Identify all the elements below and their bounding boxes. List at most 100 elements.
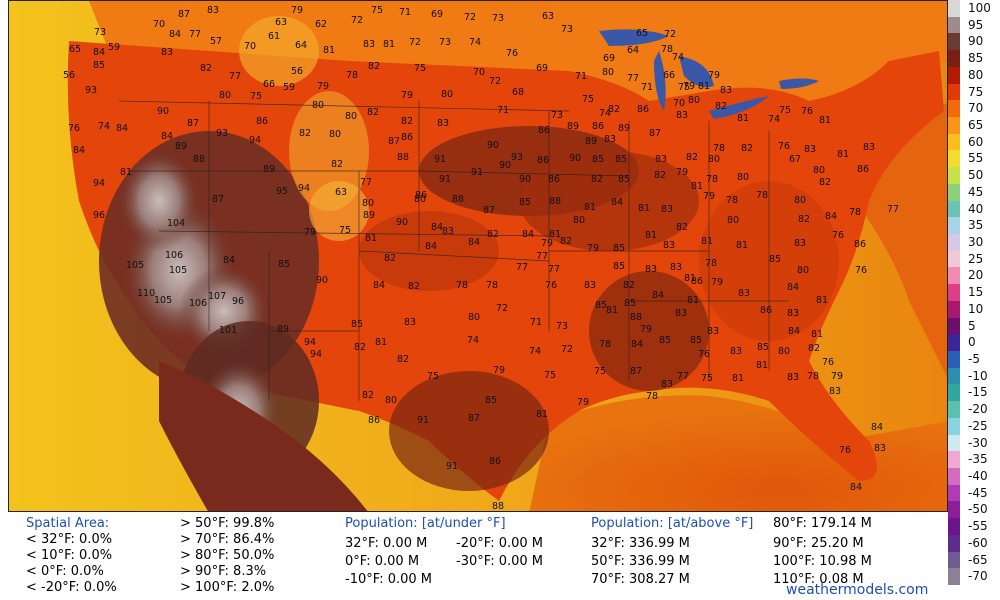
- population-above-stat: 50°F: 336.99 M: [591, 554, 690, 569]
- legend-row: 100: [948, 0, 1000, 17]
- legend-row: 85: [948, 50, 1000, 67]
- legend-row: -55: [948, 518, 1000, 535]
- legend-row: 15: [948, 284, 1000, 301]
- lake-huron: [679, 56, 714, 88]
- temperature-value: 93: [216, 128, 228, 139]
- temperature-value: 83: [730, 346, 742, 357]
- legend-label: 40: [968, 201, 984, 216]
- temperature-value: 85: [595, 300, 607, 311]
- temperature-value: 82: [676, 222, 688, 233]
- spatial-area-header: Spatial Area:: [26, 516, 110, 531]
- brand-link[interactable]: weathermodels.com: [786, 582, 929, 598]
- temperature-value: 88: [397, 152, 409, 163]
- temperature-value: 69: [536, 63, 548, 74]
- legend-label: 65: [968, 118, 984, 132]
- temperature-value: 88: [630, 312, 642, 323]
- temperature-value: 84: [169, 29, 181, 40]
- temperature-value: 59: [108, 42, 120, 53]
- temperature-value: 75: [594, 366, 606, 377]
- temperature-value: 80: [219, 90, 231, 101]
- temperature-value: 82: [408, 281, 420, 292]
- temperature-value: 83: [829, 386, 841, 397]
- temperature-value: 81: [383, 39, 395, 50]
- temperature-value: 79: [708, 70, 720, 81]
- legend-swatch: [948, 351, 960, 368]
- temperature-value: 81: [549, 229, 561, 240]
- temperature-value: 96: [232, 296, 244, 307]
- temperature-value: 56: [291, 66, 303, 77]
- temperature-value: 83: [675, 308, 687, 319]
- temperature-value: 74: [467, 335, 479, 346]
- temperature-value: 81: [819, 115, 831, 126]
- temperature-value: 62: [315, 19, 327, 30]
- temperature-value: 90: [569, 153, 581, 164]
- legend-label: -60: [968, 535, 988, 550]
- temperature-value: 80: [813, 165, 825, 176]
- temperature-value: 72: [561, 344, 573, 355]
- legend-label: -25: [968, 418, 988, 433]
- legend-row: 55: [948, 150, 1000, 168]
- temperature-value: 81: [698, 81, 710, 92]
- legend-swatch: [948, 518, 960, 535]
- temperature-value: 93: [511, 152, 523, 163]
- legend-row: 5: [948, 317, 1000, 335]
- legend-row: 40: [948, 200, 1000, 218]
- temperature-value: 83: [720, 85, 732, 96]
- temperature-value: 105: [126, 260, 144, 271]
- temperature-value: 87: [649, 128, 661, 139]
- legend-label: 0: [968, 335, 976, 350]
- legend-swatch: [948, 568, 960, 585]
- temperature-value: 83: [207, 5, 219, 16]
- temperature-value: 79: [831, 371, 843, 382]
- legend-label: -65: [968, 552, 988, 567]
- temperature-value: 81: [816, 295, 828, 306]
- temperature-value: 82: [819, 177, 831, 188]
- temperature-value: 80: [312, 100, 324, 111]
- temperature-value: 90: [519, 174, 531, 185]
- temperature-value: 73: [94, 27, 106, 38]
- temperature-value: 85: [592, 154, 604, 165]
- temperature-value: 83: [676, 110, 688, 121]
- temperature-value: 83: [787, 372, 799, 383]
- population-above-stat: 80°F: 179.14 M: [773, 516, 872, 531]
- temperature-value: 84: [522, 229, 534, 240]
- temperature-value: 75: [582, 94, 594, 105]
- temperature-value: 82: [608, 104, 620, 115]
- legend-label: -40: [968, 469, 988, 483]
- temperature-value: 79: [291, 5, 303, 16]
- temperature-value: 89: [263, 164, 275, 175]
- temperature-value: 74: [98, 121, 110, 132]
- temperature-value: 84: [611, 197, 623, 208]
- legend-swatch: [948, 83, 960, 101]
- temperature-value: 77: [189, 29, 201, 40]
- temperature-value: 80: [778, 346, 790, 357]
- temperature-value: 86: [854, 239, 866, 250]
- temperature-value: 82: [368, 61, 380, 72]
- temperature-value: 86: [592, 121, 604, 132]
- temperature-value: 88: [492, 501, 504, 512]
- legend-swatch: [948, 434, 960, 452]
- temperature-value: 76: [545, 280, 557, 291]
- temperature-value: 81: [323, 45, 335, 56]
- temperature-value: 91: [439, 174, 451, 185]
- temperature-value: 81: [701, 236, 713, 247]
- legend-row: 20: [948, 267, 1000, 285]
- legend-swatch: [948, 234, 960, 251]
- temperature-value: 87: [212, 194, 224, 205]
- legend-swatch: [948, 267, 960, 285]
- legend-swatch: [948, 0, 960, 17]
- temperature-value: 85: [613, 243, 625, 254]
- temperature-value: 83: [787, 308, 799, 319]
- temperature-value: 80: [414, 194, 426, 205]
- temperature-value: 86: [637, 104, 649, 115]
- temperature-value: 81: [811, 329, 823, 340]
- temperature-value: 84: [788, 326, 800, 337]
- temperature-value: 83: [655, 154, 667, 165]
- temperature-value: 75: [678, 82, 690, 93]
- temperature-value: 84: [116, 123, 128, 134]
- spatial-stat: < 10°F: 0.0%: [26, 548, 113, 563]
- legend-label: -45: [968, 485, 988, 500]
- legend-row: 0: [948, 334, 1000, 351]
- legend-label: -50: [968, 502, 988, 517]
- temperature-value: 81: [691, 181, 703, 192]
